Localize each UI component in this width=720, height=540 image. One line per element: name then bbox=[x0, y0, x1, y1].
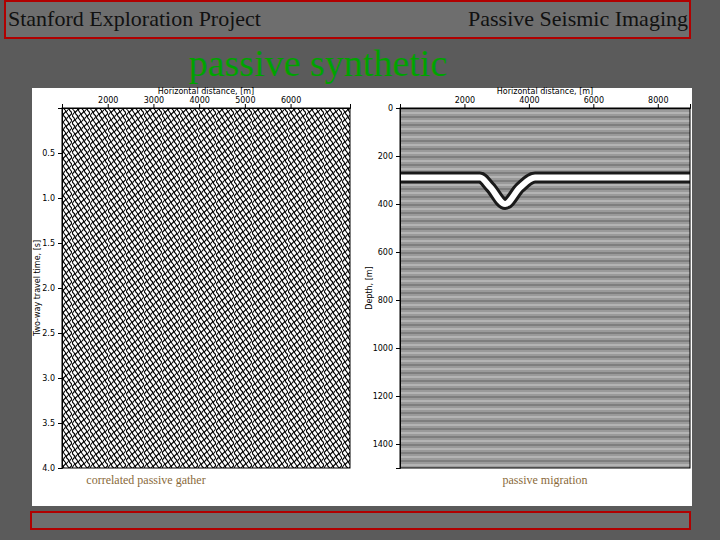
y-tick-mark bbox=[396, 300, 400, 301]
y-axis: 0.5 1.0 1.5 2.0 2.5 3.0 3.5 4.0 bbox=[42, 109, 62, 474]
y-tick-mark bbox=[58, 198, 62, 199]
x-tick-label: 4000 bbox=[519, 96, 539, 105]
x-tick-label: 6000 bbox=[281, 96, 301, 105]
y-tick: 1.5 bbox=[42, 239, 62, 248]
y-axis-line bbox=[58, 109, 63, 469]
footer-bar bbox=[31, 512, 690, 529]
y-tick-label: 800 bbox=[378, 296, 393, 305]
y-tick-label: 4.0 bbox=[42, 464, 55, 473]
y-tick: 3.0 bbox=[42, 374, 62, 383]
y-tick-label: 2.0 bbox=[42, 284, 55, 293]
y-axis-title: Depth, [m] bbox=[365, 266, 374, 310]
slide-title: passive synthetic bbox=[189, 42, 448, 84]
y-tick-mark bbox=[396, 252, 400, 253]
x-tick-label: 5000 bbox=[235, 96, 255, 105]
y-tick-label: 1000 bbox=[373, 344, 393, 353]
y-tick-label: 600 bbox=[378, 248, 393, 257]
y-tick-mark bbox=[58, 468, 62, 469]
y-tick: 800 bbox=[378, 296, 400, 305]
caption: correlated passive gather bbox=[86, 473, 205, 487]
x-tick-label: 8000 bbox=[648, 96, 668, 105]
y-tick-label: 1.0 bbox=[42, 194, 55, 203]
x-tick: 2000 bbox=[455, 96, 475, 108]
y-tick: 200 bbox=[378, 152, 400, 161]
x-tick: 3000 bbox=[144, 96, 164, 108]
y-tick: 2.5 bbox=[42, 329, 62, 338]
y-tick: 0.5 bbox=[42, 149, 62, 158]
x-tick: 4000 bbox=[189, 96, 209, 108]
y-tick: 4.0 bbox=[42, 464, 62, 473]
x-tick: 6000 bbox=[584, 96, 604, 108]
x-tick-label: 2000 bbox=[455, 96, 475, 105]
y-tick-mark bbox=[58, 333, 62, 334]
y-tick: 600 bbox=[378, 248, 400, 257]
x-axis-line bbox=[401, 104, 691, 109]
y-tick-mark bbox=[58, 153, 62, 154]
x-tick-label: 4000 bbox=[189, 96, 209, 105]
y-tick: 1400 bbox=[373, 440, 400, 449]
y-tick-label: 1.5 bbox=[42, 239, 55, 248]
y-tick-mark bbox=[396, 156, 400, 157]
x-tick: 5000 bbox=[235, 96, 255, 108]
header-bar bbox=[5, 1, 690, 38]
y-tick: 1.0 bbox=[42, 194, 62, 203]
x-tick: 2000 bbox=[98, 96, 118, 108]
x-tick: 8000 bbox=[648, 96, 668, 108]
slide: Stanford Exploration Project Passive Seis… bbox=[0, 0, 720, 540]
x-tick: 6000 bbox=[281, 96, 301, 108]
y-tick-label: 200 bbox=[378, 152, 393, 161]
x-axis-title: Horizontal distance, [m] bbox=[497, 87, 593, 96]
header-right: Passive Seismic Imaging bbox=[468, 6, 688, 31]
y-tick-label: 0.5 bbox=[42, 149, 55, 158]
plot-frame bbox=[400, 108, 690, 468]
x-tick-label: 3000 bbox=[144, 96, 164, 105]
y-tick-label: 2.5 bbox=[42, 329, 55, 338]
y-tick-mark bbox=[396, 108, 400, 109]
header-left: Stanford Exploration Project bbox=[8, 6, 261, 31]
y-tick-mark bbox=[58, 288, 62, 289]
chart-0: 2000 3000 4000 5000 6000 Horizontal distance,… bbox=[33, 87, 351, 487]
x-tick-label: 6000 bbox=[584, 96, 604, 105]
y-tick-label: 3.5 bbox=[42, 419, 55, 428]
y-axis-title: Two-way travel time, [s] bbox=[33, 240, 42, 337]
y-tick-mark bbox=[396, 204, 400, 205]
y-tick-label: 1200 bbox=[373, 392, 393, 401]
x-axis: 2000 3000 4000 5000 6000 bbox=[63, 96, 351, 109]
y-tick-mark bbox=[396, 348, 400, 349]
gather-image bbox=[62, 108, 350, 468]
y-tick-mark bbox=[58, 423, 62, 424]
y-tick-label: 0 bbox=[388, 104, 393, 113]
x-tick: 4000 bbox=[519, 96, 539, 108]
y-tick: 1200 bbox=[373, 392, 400, 401]
plot-area bbox=[62, 108, 350, 468]
y-tick-mark bbox=[396, 396, 400, 397]
plot-frame bbox=[62, 108, 350, 468]
content-box bbox=[32, 88, 692, 506]
y-tick-mark bbox=[396, 444, 400, 445]
y-tick: 400 bbox=[378, 200, 400, 209]
x-tick-label: 2000 bbox=[98, 96, 118, 105]
y-axis: 0 200 400 600 800 1000 1200 1400 bbox=[373, 104, 401, 468]
reflector bbox=[400, 178, 690, 204]
y-tick: 2.0 bbox=[42, 284, 62, 293]
y-tick-label: 3.0 bbox=[42, 374, 55, 383]
background bbox=[0, 0, 720, 540]
y-tick-mark bbox=[58, 378, 62, 379]
caption: passive migration bbox=[503, 473, 588, 487]
y-tick: 3.5 bbox=[42, 419, 62, 428]
migration-image bbox=[400, 108, 690, 468]
y-tick-label: 1400 bbox=[373, 440, 393, 449]
reflector-shadow bbox=[400, 178, 690, 204]
x-axis-line bbox=[63, 104, 351, 109]
y-tick-mark bbox=[58, 243, 62, 244]
x-axis-title: Horizontal distance, [m] bbox=[158, 87, 254, 96]
y-tick-label: 400 bbox=[378, 200, 393, 209]
y-tick: 1000 bbox=[373, 344, 400, 353]
plot-area bbox=[400, 108, 690, 468]
y-axis-line bbox=[396, 109, 401, 469]
chart-1: 2000400060008000Horizontal distance, [m]… bbox=[365, 87, 691, 487]
x-axis: 2000 4000 6000 8000 bbox=[401, 96, 691, 109]
y-tick: 0 bbox=[388, 104, 400, 113]
